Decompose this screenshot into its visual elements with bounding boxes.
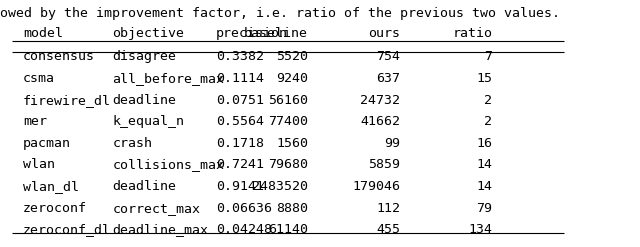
Text: deadline: deadline xyxy=(113,94,177,106)
Text: 0.1718: 0.1718 xyxy=(216,137,264,150)
Text: baseline: baseline xyxy=(244,26,308,40)
Text: csma: csma xyxy=(23,72,55,85)
Text: 112: 112 xyxy=(376,202,401,215)
Text: 2: 2 xyxy=(484,115,493,128)
Text: 0.1114: 0.1114 xyxy=(216,72,264,85)
Text: 754: 754 xyxy=(376,50,401,63)
Text: 41662: 41662 xyxy=(360,115,401,128)
Text: 179046: 179046 xyxy=(352,180,401,193)
Text: correct_max: correct_max xyxy=(113,202,200,215)
Text: 7: 7 xyxy=(484,50,493,63)
Text: 14: 14 xyxy=(476,158,493,171)
Text: mer: mer xyxy=(23,115,47,128)
Text: 0.5564: 0.5564 xyxy=(216,115,264,128)
Text: wlan_dl: wlan_dl xyxy=(23,180,79,193)
Text: deadline_max: deadline_max xyxy=(113,223,209,236)
Text: 0.9141: 0.9141 xyxy=(216,180,264,193)
Text: all_before_max: all_before_max xyxy=(113,72,225,85)
Text: owed by the improvement factor, i.e. ratio of the previous two values.: owed by the improvement factor, i.e. rat… xyxy=(0,7,560,21)
Text: 16: 16 xyxy=(476,137,493,150)
Text: precision: precision xyxy=(216,26,288,40)
Text: model: model xyxy=(23,26,63,40)
Text: consensus: consensus xyxy=(23,50,95,63)
Text: 5520: 5520 xyxy=(276,50,308,63)
Text: firewire_dl: firewire_dl xyxy=(23,94,111,106)
Text: 2: 2 xyxy=(484,94,493,106)
Text: zeroconf: zeroconf xyxy=(23,202,87,215)
Text: 0.06636: 0.06636 xyxy=(216,202,272,215)
Text: k_equal_n: k_equal_n xyxy=(113,115,184,128)
Text: disagree: disagree xyxy=(113,50,177,63)
Text: 0.3382: 0.3382 xyxy=(216,50,264,63)
Text: 9240: 9240 xyxy=(276,72,308,85)
Text: 79: 79 xyxy=(476,202,493,215)
Text: zeroconf_dl: zeroconf_dl xyxy=(23,223,111,236)
Text: 5859: 5859 xyxy=(369,158,401,171)
Text: 2483520: 2483520 xyxy=(252,180,308,193)
Text: deadline: deadline xyxy=(113,180,177,193)
Text: 77400: 77400 xyxy=(268,115,308,128)
Text: 455: 455 xyxy=(376,223,401,236)
Text: 134: 134 xyxy=(468,223,493,236)
Text: objective: objective xyxy=(113,26,184,40)
Text: 15: 15 xyxy=(476,72,493,85)
Text: 24732: 24732 xyxy=(360,94,401,106)
Text: pacman: pacman xyxy=(23,137,71,150)
Text: 8880: 8880 xyxy=(276,202,308,215)
Text: 99: 99 xyxy=(384,137,401,150)
Text: crash: crash xyxy=(113,137,152,150)
Text: wlan: wlan xyxy=(23,158,55,171)
Text: ours: ours xyxy=(369,26,401,40)
Text: ratio: ratio xyxy=(452,26,493,40)
Text: 79680: 79680 xyxy=(268,158,308,171)
Text: 0.04248: 0.04248 xyxy=(216,223,272,236)
Text: 0.7241: 0.7241 xyxy=(216,158,264,171)
Text: 0.0751: 0.0751 xyxy=(216,94,264,106)
Text: 1560: 1560 xyxy=(276,137,308,150)
Text: collisions_max: collisions_max xyxy=(113,158,225,171)
Text: 637: 637 xyxy=(376,72,401,85)
Text: 14: 14 xyxy=(476,180,493,193)
Text: 61140: 61140 xyxy=(268,223,308,236)
Text: 56160: 56160 xyxy=(268,94,308,106)
